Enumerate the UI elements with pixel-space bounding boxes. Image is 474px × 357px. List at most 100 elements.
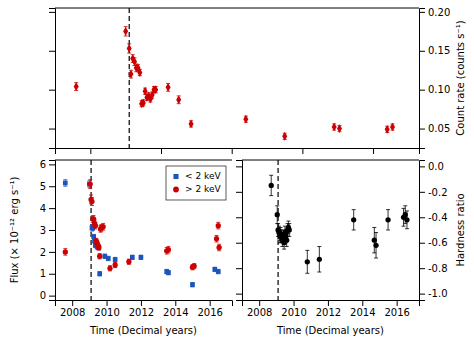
error-bar: [217, 244, 221, 251]
point: [63, 181, 68, 186]
point: [216, 245, 221, 250]
tick-mark: [49, 208, 55, 209]
error-bar: [190, 283, 194, 287]
y-axis: [236, 161, 243, 301]
point: [176, 95, 181, 104]
tick-mark: [49, 12, 55, 13]
error-bar: [98, 254, 102, 259]
point: [282, 132, 287, 141]
point: [100, 224, 105, 229]
error-bar: [127, 259, 131, 264]
y-axis-title: Flux (× 10⁻¹² erg s⁻¹): [9, 177, 20, 284]
x-axis: [56, 148, 420, 154]
y-axis-title: Count rate (counts s⁻¹): [455, 20, 466, 135]
y-axis: [49, 9, 56, 149]
tick-label: 4: [40, 203, 46, 214]
tick-mark: [72, 300, 73, 306]
tick-mark: [328, 300, 329, 306]
error-bar: [127, 44, 131, 53]
tick-label: -0.6: [428, 237, 448, 248]
point: [137, 68, 142, 77]
point: [93, 223, 98, 228]
error-bar: [275, 206, 279, 224]
tick: -0.2: [419, 187, 448, 198]
error-bar: [113, 262, 117, 267]
tick-mark: [236, 166, 242, 167]
tick: 3: [40, 225, 55, 236]
error-bar: [192, 263, 196, 268]
tick-mark: [210, 300, 211, 306]
point: [373, 243, 378, 248]
tick-label: -0.2: [428, 187, 448, 198]
tick-mark: [419, 90, 425, 91]
tick-label: 0: [40, 290, 46, 301]
tick-label: 0.20: [428, 7, 450, 18]
point: [269, 183, 274, 188]
point: [126, 259, 131, 264]
point: [337, 124, 342, 133]
panel: 0.050.100.150.20Count rate (counts s⁻¹): [49, 7, 466, 154]
tick-label: 2008: [247, 307, 272, 318]
tick: [236, 294, 242, 295]
tick-mark: [161, 148, 162, 154]
y-axis-right: -1.0-0.8-0.6-0.4-0.20.0: [419, 161, 448, 301]
tick: 6: [40, 159, 55, 170]
point: [216, 223, 221, 228]
tick-mark: [232, 148, 233, 154]
point: [385, 125, 390, 134]
tick: 0.0: [419, 161, 444, 172]
error-bar: [88, 180, 92, 189]
x-axis: 20082010201220142016: [243, 300, 420, 318]
point: [403, 212, 408, 217]
tick: 2: [40, 247, 55, 258]
tick: [161, 148, 162, 154]
point: [96, 245, 101, 250]
tick-mark: [419, 217, 425, 218]
error-bar: [215, 235, 219, 242]
point: [305, 259, 310, 264]
tick: [90, 148, 91, 154]
tick-mark: [373, 148, 374, 154]
tick-label: 2012: [316, 307, 341, 318]
tick: [232, 148, 233, 154]
point: [317, 257, 322, 262]
tick-mark: [236, 294, 242, 295]
tick-mark: [49, 129, 55, 130]
x-axis-title: Time (Decimal years): [89, 325, 197, 336]
tick: 1: [40, 268, 55, 279]
point: [97, 271, 102, 276]
error-bar: [124, 27, 128, 36]
tick-label: 2016: [384, 307, 409, 318]
tick-mark: [419, 129, 425, 130]
point: [214, 236, 219, 241]
tick: [49, 51, 55, 52]
point: [390, 123, 395, 132]
tick-mark: [236, 192, 242, 193]
tick: 5: [40, 181, 55, 192]
error-bar: [374, 233, 378, 258]
point: [89, 199, 94, 204]
error-bar: [63, 249, 67, 256]
point: [166, 83, 171, 92]
error-bar: [177, 96, 181, 104]
tick-mark: [236, 243, 242, 244]
tick: 0.15: [419, 45, 450, 56]
y-axis-right: 0.050.100.150.20: [419, 7, 450, 149]
tick-mark: [49, 252, 55, 253]
plot-area: [74, 8, 395, 148]
tick-mark: [397, 300, 398, 306]
tick: [49, 90, 55, 91]
point: [107, 266, 112, 271]
error-bar: [216, 269, 220, 273]
point: [91, 216, 96, 221]
tick-label: 0.05: [428, 123, 450, 134]
error-bar: [63, 180, 67, 187]
tick: [49, 129, 55, 130]
legend-box: [166, 166, 226, 200]
tick: [236, 166, 242, 167]
point: [385, 217, 390, 222]
point: [106, 256, 111, 261]
error-bar: [352, 210, 356, 230]
tick-mark: [259, 300, 260, 306]
axis-line: [56, 149, 420, 155]
